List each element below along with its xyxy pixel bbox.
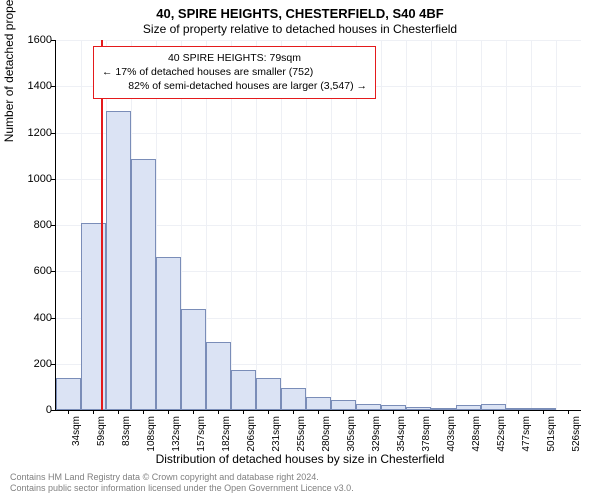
annotation-line2: ← 17% of detached houses are smaller (75… xyxy=(102,65,367,79)
x-tick-label: 452sqm xyxy=(496,416,507,466)
histogram-bar xyxy=(256,378,281,410)
histogram-bar xyxy=(181,309,206,410)
x-tick-label: 83sqm xyxy=(121,416,132,466)
histogram-bar xyxy=(531,408,556,410)
chart-container: 40, SPIRE HEIGHTS, CHESTERFIELD, S40 4BF… xyxy=(0,0,600,500)
x-tick-label: 477sqm xyxy=(521,416,532,466)
x-tick-label: 305sqm xyxy=(346,416,357,466)
y-tick-label: 0 xyxy=(12,404,52,416)
histogram-bar xyxy=(356,404,381,410)
histogram-bar xyxy=(306,397,331,410)
footer-line1: Contains HM Land Registry data © Crown c… xyxy=(10,472,354,483)
x-tick-label: 428sqm xyxy=(471,416,482,466)
x-tick-label: 157sqm xyxy=(196,416,207,466)
x-tick-label: 329sqm xyxy=(371,416,382,466)
histogram-bar xyxy=(206,342,231,410)
y-tick-label: 800 xyxy=(12,219,52,231)
chart-title-line2: Size of property relative to detached ho… xyxy=(0,22,600,36)
x-tick-label: 280sqm xyxy=(321,416,332,466)
y-tick-label: 1000 xyxy=(12,173,52,185)
histogram-bar xyxy=(281,388,306,410)
y-tick-label: 1400 xyxy=(12,80,52,92)
histogram-bar xyxy=(106,111,131,410)
histogram-bar xyxy=(381,405,406,410)
footer-line2: Contains public sector information licen… xyxy=(10,483,354,494)
y-tick-label: 1200 xyxy=(12,127,52,139)
histogram-bar xyxy=(481,404,506,410)
y-tick-label: 600 xyxy=(12,265,52,277)
x-tick-label: 501sqm xyxy=(546,416,557,466)
x-tick-label: 108sqm xyxy=(146,416,157,466)
x-tick-label: 526sqm xyxy=(571,416,582,466)
y-axis-label: Number of detached properties xyxy=(2,0,16,142)
histogram-bar xyxy=(331,400,356,410)
x-tick-label: 231sqm xyxy=(271,416,282,466)
x-tick-label: 354sqm xyxy=(396,416,407,466)
x-tick-label: 59sqm xyxy=(96,416,107,466)
histogram-bar xyxy=(456,405,481,410)
y-tick-label: 200 xyxy=(12,358,52,370)
x-tick-label: 255sqm xyxy=(296,416,307,466)
x-tick-label: 34sqm xyxy=(71,416,82,466)
x-tick-label: 206sqm xyxy=(246,416,257,466)
footer-attribution: Contains HM Land Registry data © Crown c… xyxy=(10,472,354,495)
y-tick-label: 1600 xyxy=(12,34,52,46)
x-tick-label: 132sqm xyxy=(171,416,182,466)
x-tick-label: 378sqm xyxy=(421,416,432,466)
annotation-line1: 40 SPIRE HEIGHTS: 79sqm xyxy=(102,51,367,65)
histogram-bar xyxy=(406,407,431,410)
annotation-line3: 82% of semi-detached houses are larger (… xyxy=(102,79,367,93)
histogram-bar xyxy=(56,378,81,410)
x-tick-label: 403sqm xyxy=(446,416,457,466)
arrow-right-icon: → xyxy=(357,80,368,92)
histogram-bar xyxy=(431,408,456,410)
annotation-line2-text: 17% of detached houses are smaller (752) xyxy=(115,66,313,78)
x-tick-label: 182sqm xyxy=(221,416,232,466)
chart-title-line1: 40, SPIRE HEIGHTS, CHESTERFIELD, S40 4BF xyxy=(0,6,600,21)
histogram-bar xyxy=(156,257,181,410)
y-tick-label: 400 xyxy=(12,312,52,324)
histogram-bar xyxy=(231,370,256,410)
marker-annotation-box: 40 SPIRE HEIGHTS: 79sqm ← 17% of detache… xyxy=(93,46,376,99)
histogram-bar xyxy=(506,408,531,410)
annotation-line3-text: 82% of semi-detached houses are larger (… xyxy=(128,80,353,92)
histogram-bar xyxy=(131,159,156,410)
arrow-left-icon: ← xyxy=(102,66,113,78)
